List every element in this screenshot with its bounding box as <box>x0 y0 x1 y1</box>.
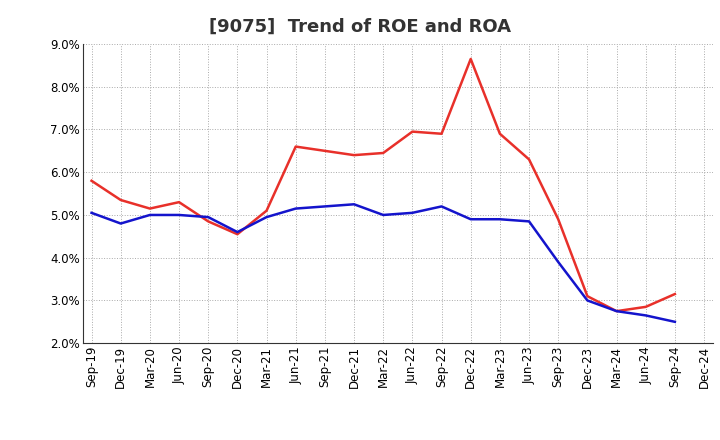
ROA <box>145 213 154 218</box>
ROE <box>145 206 154 211</box>
ROA <box>467 216 475 222</box>
ROA <box>670 319 679 324</box>
ROE <box>117 198 125 203</box>
ROE <box>233 231 242 237</box>
ROA <box>350 202 359 207</box>
ROA <box>525 219 534 224</box>
ROE <box>408 129 417 134</box>
Text: [9075]  Trend of ROE and ROA: [9075] Trend of ROE and ROA <box>209 18 511 36</box>
ROA <box>204 214 212 220</box>
ROA <box>292 206 300 211</box>
ROA <box>117 221 125 226</box>
ROE <box>320 148 329 154</box>
ROE <box>379 150 387 156</box>
ROE <box>642 304 650 309</box>
ROA <box>612 308 621 314</box>
ROE <box>437 131 446 136</box>
ROA <box>554 259 562 264</box>
ROE <box>292 144 300 149</box>
Line: ROA: ROA <box>91 204 675 322</box>
ROE <box>467 56 475 62</box>
ROE <box>495 131 504 136</box>
ROA <box>495 216 504 222</box>
ROA <box>262 214 271 220</box>
ROA <box>642 313 650 318</box>
ROE <box>612 308 621 314</box>
ROA <box>87 210 96 216</box>
ROE <box>262 208 271 213</box>
ROE <box>670 291 679 297</box>
Line: ROE: ROE <box>91 59 675 311</box>
ROA <box>233 229 242 235</box>
ROA <box>379 213 387 218</box>
ROA <box>437 204 446 209</box>
ROE <box>175 199 184 205</box>
ROE <box>87 178 96 183</box>
ROA <box>583 298 592 303</box>
ROA <box>408 210 417 216</box>
ROA <box>320 204 329 209</box>
ROE <box>525 157 534 162</box>
ROE <box>554 216 562 222</box>
ROA <box>175 213 184 218</box>
ROE <box>350 153 359 158</box>
ROE <box>583 293 592 299</box>
ROE <box>204 219 212 224</box>
